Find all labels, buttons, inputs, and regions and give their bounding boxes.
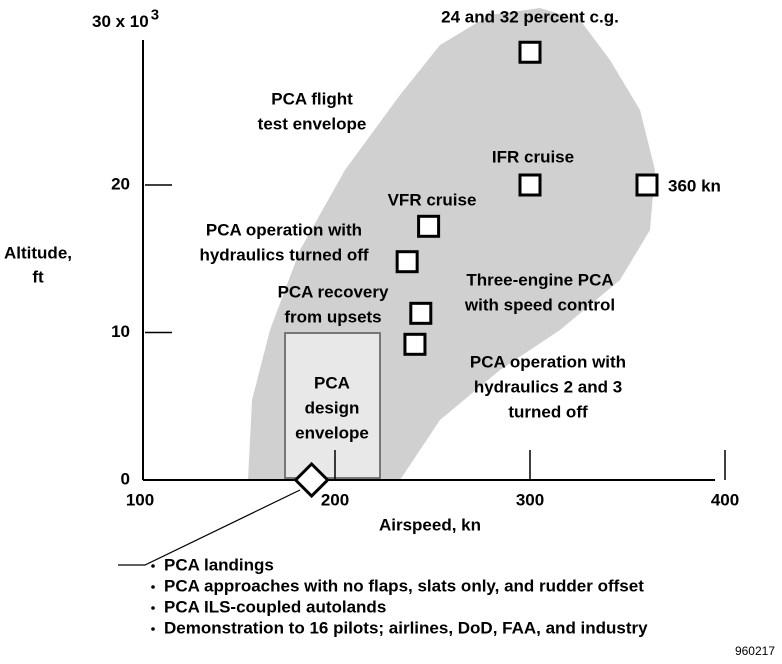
annotation: PCA flight bbox=[271, 89, 353, 108]
point-square bbox=[409, 301, 433, 325]
note: PCA ILS-coupled autolands bbox=[164, 597, 386, 616]
x-tick-label: 300 bbox=[516, 490, 544, 509]
annotation: design bbox=[305, 398, 360, 417]
x-axis-label: Airspeed, kn bbox=[379, 515, 481, 534]
note: PCA landings bbox=[164, 555, 274, 574]
point-square bbox=[518, 40, 542, 64]
annotation: IFR cruise bbox=[492, 147, 574, 166]
annotation: PCA bbox=[314, 373, 350, 392]
bullet bbox=[151, 606, 155, 610]
note: PCA approaches with no flaps, slats only… bbox=[164, 576, 644, 595]
y-tick-label: 30 x 10 bbox=[92, 12, 149, 31]
y-tick-label: 20 bbox=[111, 174, 130, 193]
point-square bbox=[417, 214, 441, 238]
bullet bbox=[151, 627, 155, 631]
annotation: VFR cruise bbox=[388, 190, 477, 209]
annotation: PCA recovery bbox=[278, 282, 389, 301]
annotation: 360 kn bbox=[668, 176, 721, 195]
y-tick-label: 10 bbox=[111, 322, 130, 341]
x-tick-label: 400 bbox=[711, 490, 739, 509]
leader-line bbox=[118, 489, 301, 566]
point-square bbox=[403, 332, 427, 356]
point-square bbox=[395, 250, 419, 274]
annotation: 24 and 32 percent c.g. bbox=[441, 7, 619, 26]
annotation: PCA operation with bbox=[206, 220, 362, 239]
point-square bbox=[518, 173, 542, 197]
note: Demonstration to 16 pilots; airlines, Do… bbox=[164, 618, 648, 637]
x-tick-label: 200 bbox=[321, 490, 349, 509]
annotation: Three-engine PCA bbox=[466, 270, 613, 289]
point-diamond bbox=[293, 461, 330, 499]
point-square bbox=[635, 173, 659, 197]
x-tick-label: 100 bbox=[126, 490, 154, 509]
design-envelope bbox=[284, 332, 381, 479]
bullet bbox=[151, 564, 155, 568]
y-tick-exponent: 3 bbox=[151, 6, 159, 23]
y-tick-label: 0 bbox=[121, 469, 130, 488]
annotation: with speed control bbox=[464, 295, 615, 314]
annotation: hydraulics 2 and 3 bbox=[474, 377, 622, 396]
annotation: from upsets bbox=[284, 307, 381, 326]
annotation: PCA operation with bbox=[470, 352, 626, 371]
bullet bbox=[151, 585, 155, 589]
y-axis-label: ft bbox=[32, 267, 44, 286]
y-axis-label: Altitude, bbox=[4, 243, 72, 262]
annotation: envelope bbox=[295, 423, 369, 442]
figure-id: 960217 bbox=[735, 644, 775, 658]
annotation: turned off bbox=[508, 402, 588, 421]
annotation: hydraulics turned off bbox=[199, 245, 368, 264]
annotation: test envelope bbox=[258, 114, 367, 133]
